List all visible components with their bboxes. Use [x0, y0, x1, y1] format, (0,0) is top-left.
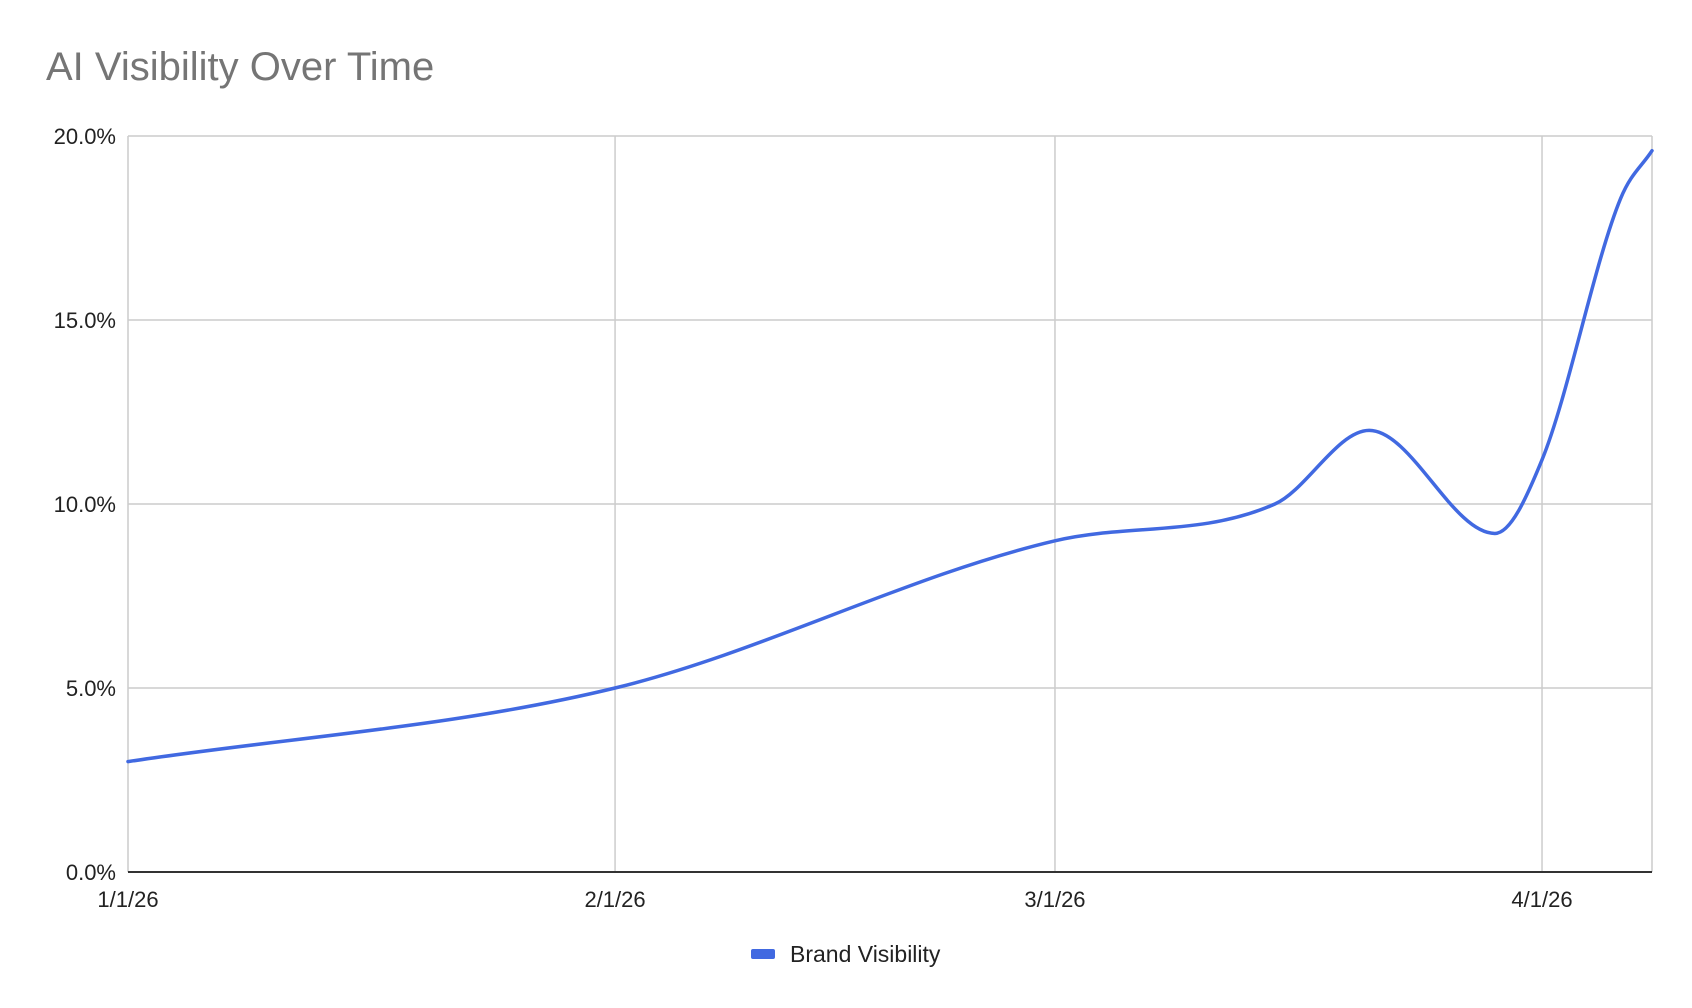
x-tick-label: 3/1/26 [1024, 887, 1085, 912]
x-tick-label: 4/1/26 [1511, 887, 1572, 912]
y-tick-label: 20.0% [54, 124, 116, 149]
y-tick-label: 5.0% [66, 676, 116, 701]
legend: Brand Visibility [751, 941, 941, 967]
x-tick-label: 1/1/26 [97, 887, 158, 912]
chart-title: AI Visibility Over Time [46, 45, 434, 89]
y-tick-label: 0.0% [66, 860, 116, 885]
x-tick-label: 2/1/26 [584, 887, 645, 912]
axes: 0.0% 5.0% 10.0% 15.0% 20.0% 1/1/26 2/1/26 3/1/2… [54, 124, 1652, 912]
y-tick-label: 10.0% [54, 492, 116, 517]
legend-label: Brand Visibility [790, 941, 941, 967]
series-line [126, 148, 1654, 764]
grid [127, 135, 1653, 872]
legend-swatch [751, 949, 775, 959]
series-layer [126, 148, 1654, 764]
y-tick-label: 15.0% [54, 308, 116, 333]
